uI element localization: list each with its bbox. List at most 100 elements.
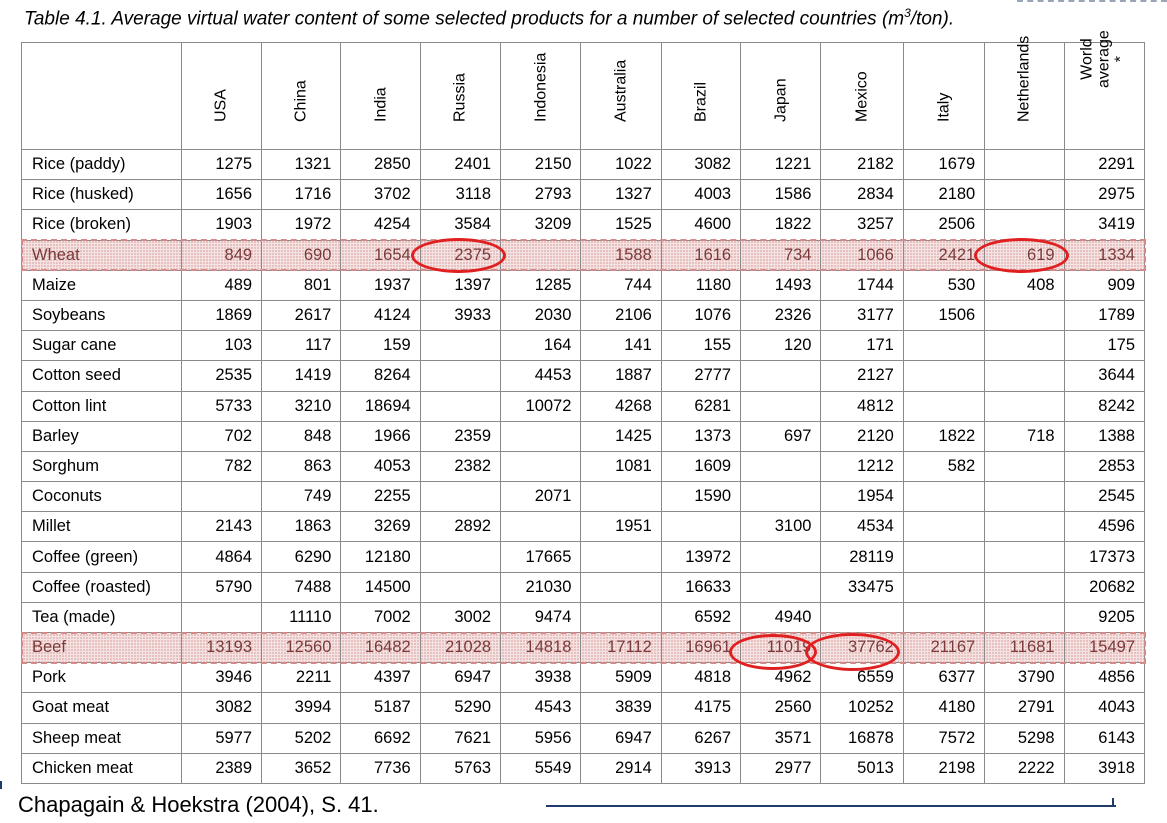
value-cell — [902, 360, 986, 392]
value-cell: 1789 — [1063, 299, 1146, 332]
value-cell: 5187 — [340, 692, 421, 724]
value-cell: 8264 — [340, 360, 421, 392]
table-row: Rice (husked) 1656 1716 3702 3118 2793 1327 400… — [21, 179, 1146, 211]
value-cell: 5013 — [820, 752, 904, 784]
value-cell: 2291 — [1063, 148, 1146, 181]
value-cell: 16878 — [820, 722, 904, 754]
value-cell: 2180 — [902, 179, 986, 211]
value-cell: 9474 — [500, 601, 582, 634]
table-row: Millet 2143 1863 3269 2892 1951 3100 4534 4596 — [21, 511, 1146, 543]
value-cell: 2359 — [419, 420, 502, 452]
value-cell: 14500 — [340, 571, 421, 603]
product-name: Tea (made) — [21, 601, 182, 634]
table-row: Cotton lint 5733 3210 18694 10072 4268 6281 481… — [21, 390, 1146, 422]
value-cell: 1321 — [261, 148, 342, 181]
value-cell: 3913 — [660, 752, 742, 784]
col-header: Russia — [419, 42, 502, 150]
source-bullet — [0, 781, 8, 789]
table-row: Sugar cane 103 117 159 164 141 155 120 171 175 — [21, 330, 1146, 362]
value-cell — [984, 390, 1065, 422]
value-cell: 2150 — [500, 148, 582, 181]
value-cell — [902, 330, 986, 362]
value-cell: 4254 — [340, 209, 421, 241]
table-row: Barley 702 848 1966 2359 1425 1373 697 2120 1822 7… — [21, 420, 1146, 452]
value-cell: 1419 — [261, 360, 342, 392]
table-row: Coconuts 749 2255 2071 1590 1954 2545 — [21, 481, 1146, 513]
col-header: Indonesia — [500, 42, 582, 150]
product-name: Maize — [21, 269, 182, 301]
value-cell: 33475 — [820, 571, 904, 603]
value-cell: 155 — [660, 330, 742, 362]
table-row: Cotton seed 2535 1419 8264 4453 1887 2777 2127 3… — [21, 360, 1146, 392]
value-cell: 2198 — [902, 752, 986, 784]
value-cell: 2143 — [180, 511, 263, 543]
value-cell: 1493 — [740, 269, 822, 301]
value-cell: 1972 — [261, 209, 342, 241]
value-cell: 5790 — [180, 571, 263, 603]
col-header: USA — [180, 42, 263, 150]
value-cell: 1275 — [180, 148, 263, 181]
value-cell: 11681 — [984, 631, 1065, 664]
value-cell: 117 — [261, 330, 342, 362]
value-cell: 1822 — [740, 209, 822, 241]
value-cell — [984, 148, 1065, 181]
value-cell: 3177 — [820, 299, 904, 332]
value-cell: 6947 — [419, 662, 502, 694]
table-row: Sorghum 782 863 4053 2382 1081 1609 1212 582 2853 — [21, 450, 1146, 483]
value-cell: 9205 — [1063, 601, 1146, 634]
value-cell: 3584 — [419, 209, 502, 241]
value-cell — [580, 541, 662, 573]
value-cell: 16961 — [660, 631, 742, 664]
value-cell: 20682 — [1063, 571, 1146, 603]
value-cell: 3946 — [180, 662, 263, 694]
product-name: Rice (husked) — [21, 179, 182, 211]
value-cell: 408 — [984, 269, 1065, 301]
value-cell: 1869 — [180, 299, 263, 332]
value-cell: 6267 — [660, 722, 742, 754]
value-cell: 2545 — [1063, 481, 1146, 513]
value-cell: 21028 — [419, 631, 502, 664]
value-cell: 4397 — [340, 662, 421, 694]
value-cell — [740, 481, 822, 513]
col-header: Australia — [580, 42, 662, 150]
value-cell: 2182 — [820, 148, 904, 181]
value-cell: 1586 — [740, 179, 822, 211]
value-cell — [820, 601, 904, 634]
value-cell — [419, 360, 502, 392]
value-cell: 3839 — [580, 692, 662, 724]
table-row: Sheep meat 5977 5202 6692 7621 5956 6947 6267 35… — [21, 722, 1146, 754]
table-row: Maize 489 801 1937 1397 1285 744 1180 1493 1744 53… — [21, 269, 1146, 301]
value-cell: 1285 — [500, 269, 582, 301]
value-cell — [984, 541, 1065, 573]
value-cell: 5202 — [261, 722, 342, 754]
value-cell: 582 — [902, 450, 986, 483]
value-cell: 7736 — [340, 752, 421, 784]
value-cell: 2421 — [902, 239, 986, 271]
value-cell — [984, 330, 1065, 362]
value-cell: 2071 — [500, 481, 582, 513]
value-cell: 7572 — [902, 722, 986, 754]
value-cell: 2853 — [1063, 450, 1146, 483]
table-row: Beef 13193 12560 16482 21028 14818 17112 16961 1… — [20, 631, 1146, 664]
value-cell: 3644 — [1063, 360, 1146, 392]
value-cell — [419, 330, 502, 362]
value-cell: 1744 — [820, 269, 904, 301]
value-cell: 1066 — [820, 239, 904, 271]
value-cell: 12180 — [340, 541, 421, 573]
value-cell — [740, 571, 822, 603]
table-row: Chicken meat 2389 3652 7736 5763 5549 2914 3913… — [21, 752, 1146, 784]
value-cell: 4003 — [660, 179, 742, 211]
value-cell: 17665 — [500, 541, 582, 573]
value-cell: 702 — [180, 420, 263, 452]
table-body: Rice (paddy) 1275 1321 2850 2401 2150 1022 3082… — [20, 148, 1146, 784]
value-cell: 1334 — [1063, 239, 1146, 271]
value-cell: 801 — [261, 269, 342, 301]
col-header: World average * — [1063, 30, 1146, 150]
value-cell: 1887 — [580, 360, 662, 392]
value-cell: 4534 — [820, 511, 904, 543]
value-cell: 171 — [820, 330, 904, 362]
value-cell: 3918 — [1063, 752, 1146, 784]
product-name: Chicken meat — [21, 752, 182, 784]
value-cell: 103 — [180, 330, 263, 362]
value-cell: 1937 — [340, 269, 421, 301]
